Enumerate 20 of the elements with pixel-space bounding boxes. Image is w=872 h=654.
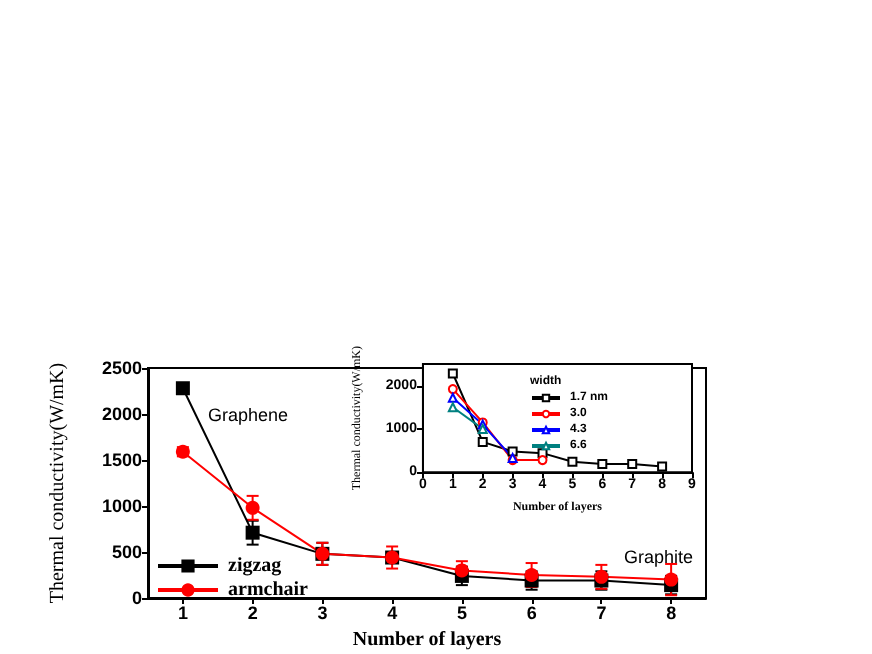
annotation: Graphene	[208, 405, 289, 425]
x-tick-label: 6	[526, 603, 537, 623]
x-tick-label: 8	[666, 603, 677, 623]
y-tick-label: 1000	[101, 496, 142, 516]
x-tick-label: 4	[387, 603, 398, 623]
x-tick-label: 1	[177, 603, 188, 623]
y-tick-label: 2000	[101, 404, 142, 424]
x-tick-label: 5	[456, 603, 467, 623]
y-tick-label: 500	[111, 542, 142, 562]
y-tick-label: 1500	[101, 450, 142, 470]
y-tick-label: 2500	[101, 358, 142, 378]
x-tick-label: 7	[596, 603, 607, 623]
legend-label: zigzag	[228, 555, 282, 577]
x-axis-title: Number of layers	[352, 629, 502, 651]
x-tick-label: 3	[317, 603, 328, 623]
x-tick-label: 2	[247, 603, 258, 623]
legend-label: armchair	[228, 579, 310, 601]
y-axis-title: Thermal conductivity(W/mK)	[47, 362, 69, 604]
annotation: Graphite	[624, 547, 694, 567]
y-tick-label: 0	[131, 588, 142, 608]
